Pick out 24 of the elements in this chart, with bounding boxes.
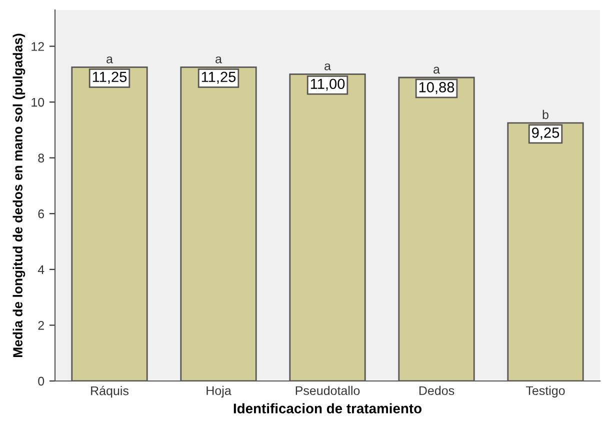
- x-tick-label: Ráquis: [91, 386, 129, 398]
- annotation: a: [434, 66, 440, 74]
- x-tick-label: Testigo: [526, 386, 565, 398]
- annotation: a: [216, 56, 222, 64]
- x-tick-label: Dedos: [419, 386, 454, 396]
- data-label: 11,00: [310, 78, 345, 91]
- y-tick-label: 6: [38, 209, 44, 218]
- data-label: 11,25: [202, 72, 236, 84]
- y-tick-label: 4: [38, 265, 44, 274]
- y-tick-label: 10: [32, 98, 44, 107]
- annotation: a: [106, 56, 113, 64]
- x-tick-label: Pseudotallo: [296, 386, 360, 396]
- data-label: 10,88: [419, 82, 454, 94]
- annotation: a: [324, 63, 331, 70]
- y-tick-label: 8: [38, 154, 44, 162]
- data-label: 9,25: [532, 128, 560, 140]
- y-tick-label: 12: [32, 42, 44, 51]
- data-label: 11,25: [92, 72, 127, 84]
- x-axis-title: Identificacion de tratamiento: [234, 403, 422, 414]
- annotation: b: [542, 110, 548, 120]
- y-tick-label: 0: [38, 376, 44, 386]
- y-axis-title: Media de longitud de dedos en mano sol (pulgadas): [12, 34, 26, 357]
- x-tick-label: Hoja: [206, 386, 232, 398]
- y-tick-label: 2: [38, 321, 44, 330]
